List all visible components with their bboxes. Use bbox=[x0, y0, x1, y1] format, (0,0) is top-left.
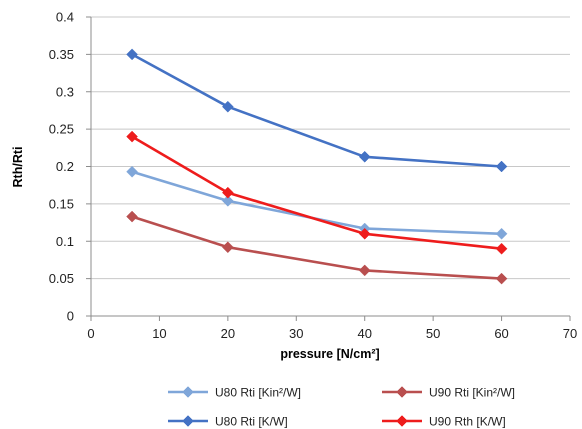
x-tick-label: 50 bbox=[426, 326, 440, 341]
x-tick-label: 30 bbox=[289, 326, 303, 341]
legend-swatch-marker bbox=[396, 415, 408, 427]
data-point bbox=[222, 100, 234, 113]
legend-swatch-marker bbox=[396, 386, 408, 398]
legend-item-3: U90 Rth [K/W] bbox=[382, 415, 506, 429]
x-axis-title: pressure [N/cm²] bbox=[280, 347, 379, 361]
data-point bbox=[495, 242, 508, 255]
data-point bbox=[358, 227, 371, 240]
y-tick-label: 0 bbox=[67, 309, 74, 324]
series-line bbox=[130, 53, 503, 168]
x-tick-label: 10 bbox=[152, 326, 166, 341]
data-point bbox=[222, 186, 234, 199]
legend-item-0: U80 Rti [Kin²/W] bbox=[168, 386, 301, 400]
series-line bbox=[130, 215, 503, 280]
data-point bbox=[495, 272, 508, 285]
legend-item-1: U90 Rti [Kin²/W] bbox=[382, 386, 515, 400]
x-tick-label: 40 bbox=[357, 326, 371, 341]
x-tick-label: 60 bbox=[494, 326, 508, 341]
gridlines bbox=[91, 16, 570, 280]
data-point bbox=[495, 227, 508, 240]
data-point bbox=[358, 264, 371, 277]
data-point bbox=[126, 165, 138, 178]
series-3 bbox=[126, 130, 508, 255]
y-tick-label: 0.4 bbox=[56, 10, 74, 25]
series-1 bbox=[126, 210, 508, 285]
y-tick-label: 0.05 bbox=[49, 271, 74, 286]
series-line bbox=[130, 170, 503, 236]
data-series bbox=[126, 48, 508, 285]
legend-label: U80 Rti [Kin²/W] bbox=[215, 386, 301, 400]
y-tick-label: 0.25 bbox=[49, 122, 74, 137]
x-tick-label: 70 bbox=[563, 326, 577, 341]
y-tick-label: 0.35 bbox=[49, 47, 74, 62]
legend-item-2: U80 Rti [K/W] bbox=[168, 415, 288, 429]
y-tick-label: 0.2 bbox=[56, 159, 74, 174]
series-0 bbox=[126, 165, 508, 240]
data-point bbox=[126, 210, 138, 223]
legend-label: U90 Rti [Kin²/W] bbox=[429, 386, 515, 400]
data-point bbox=[222, 241, 234, 254]
data-point bbox=[126, 130, 138, 143]
data-point bbox=[126, 48, 138, 61]
legend-swatch-marker bbox=[182, 415, 194, 427]
legend-label: U90 Rth [K/W] bbox=[429, 415, 506, 429]
y-tick-label: 0.3 bbox=[56, 84, 74, 99]
tick-labels: 0 0.05 0.1 0.15 0.2 0.25 0.3 0.35 0.4 0 10 20 30 40 50… bbox=[49, 10, 578, 342]
x-tick-label: 20 bbox=[221, 326, 235, 341]
legend-swatch-marker bbox=[182, 386, 194, 398]
data-point bbox=[495, 160, 508, 173]
data-point bbox=[222, 195, 234, 207]
x-tick-label: 0 bbox=[87, 326, 94, 341]
axes bbox=[86, 16, 571, 321]
legend-label: U80 Rti [K/W] bbox=[215, 415, 288, 429]
y-axis-title: Rth/Rti bbox=[11, 147, 25, 188]
legend: U80 Rti [Kin²/W] U90 Rti [Kin²/W] U80 Rti … bbox=[168, 386, 515, 429]
data-point bbox=[358, 150, 371, 163]
series-2 bbox=[126, 48, 508, 173]
y-tick-label: 0.1 bbox=[56, 234, 74, 249]
series-line bbox=[130, 135, 503, 250]
y-tick-label: 0.15 bbox=[49, 196, 74, 211]
